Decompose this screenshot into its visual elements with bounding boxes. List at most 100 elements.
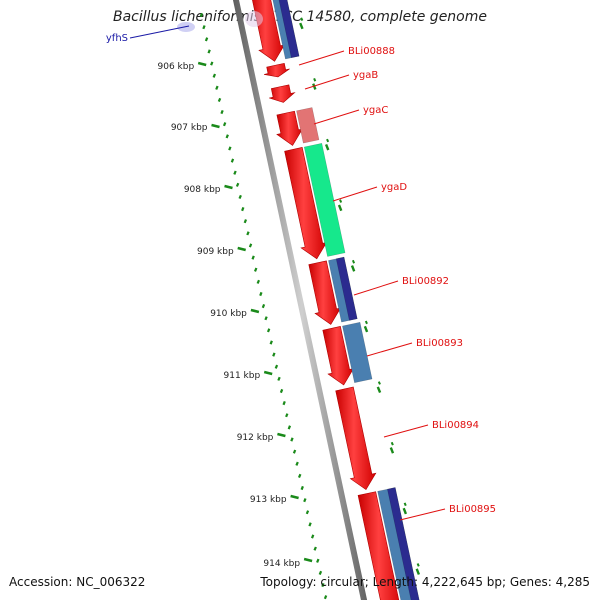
scale-major-tick	[211, 123, 220, 129]
scale-dot	[274, 364, 279, 369]
gene-arrow-bli00892	[308, 260, 342, 325]
scale-dot	[243, 219, 248, 224]
scale-dot	[202, 25, 206, 30]
accession-text: Accession: NC_006322	[9, 575, 146, 589]
gene-label: BLi00892	[402, 276, 449, 287]
outer-tick	[350, 265, 356, 272]
scale-dot	[261, 304, 266, 309]
outer-tick-minor	[300, 17, 304, 22]
scale-dot	[241, 207, 245, 212]
outer-tick-minor	[351, 259, 356, 264]
scale-dot	[323, 595, 328, 600]
scale-dot	[253, 267, 258, 272]
gene-label: ygaD	[381, 182, 407, 193]
outer-tick-minor	[326, 138, 330, 143]
cog-bar-bli00892-b	[335, 256, 358, 321]
labels: 906 kbp 907 kbp 908 kbp 909 kbp 910 kbp 911 k…	[106, 33, 496, 569]
outer-tick	[324, 143, 330, 151]
cog-bar-ygac	[296, 107, 320, 144]
scale-dot	[272, 352, 276, 357]
scale-dot	[228, 146, 232, 151]
outer-tick	[402, 507, 408, 515]
callout-line	[332, 186, 378, 202]
outer-tick	[376, 386, 382, 394]
outer-tick	[299, 22, 304, 30]
scale-dot	[256, 279, 261, 284]
scale-dot	[266, 328, 271, 333]
scale-dot	[316, 558, 320, 563]
outer-tick	[389, 447, 395, 454]
scale-dot	[305, 510, 310, 515]
scale-label: 913 kbp	[250, 495, 287, 505]
scale-dot	[222, 122, 227, 127]
callout-line	[313, 109, 360, 125]
scale-label: 914 kbp	[263, 559, 300, 569]
outer-tick-minor	[313, 78, 317, 82]
outer-tick-minor	[364, 320, 368, 325]
callout-lines	[129, 11, 446, 521]
callout-line	[399, 508, 446, 521]
scale-dot	[204, 37, 209, 42]
cog-bar-ygad	[303, 143, 346, 257]
scale-dot	[297, 473, 302, 479]
topology-text: Topology: circular; Length: 4,222,645 bp…	[260, 575, 590, 589]
callout-line	[366, 342, 413, 357]
scale-dot	[233, 170, 237, 175]
scale-major-tick	[237, 246, 247, 252]
scale-dot	[285, 413, 289, 418]
callout-line	[304, 74, 350, 90]
scale-dot	[313, 546, 317, 551]
scale-dot	[199, 12, 204, 18]
top-feature-marker	[245, 11, 263, 27]
gene-arrow-yga-small-1	[264, 62, 290, 78]
gene-arrow-ygad	[284, 147, 328, 260]
outer-tick-minor	[416, 563, 420, 567]
outer-tick	[363, 325, 369, 333]
scale-dot	[238, 194, 242, 200]
scale-dot	[264, 316, 268, 321]
scale-dot	[310, 534, 315, 539]
outer-tick-minor	[339, 199, 343, 203]
scale-dot	[277, 376, 281, 381]
outer-tick-minor	[377, 381, 381, 385]
scale-dot	[282, 401, 286, 406]
scale-dot	[292, 449, 297, 454]
scale-dot	[220, 109, 224, 115]
scale-dot	[212, 73, 217, 78]
scale-dot	[303, 498, 307, 503]
scale-dot	[269, 340, 273, 345]
scale-label: 908 kbp	[184, 185, 221, 195]
scale-label: 909 kbp	[197, 247, 234, 257]
scale-label: 907 kbp	[171, 123, 208, 133]
scale-dot	[210, 61, 214, 66]
scale-major-tick	[224, 184, 233, 190]
scale-dot	[251, 255, 255, 260]
map-title: Bacillus licheniformis ATCC 14580, compl…	[113, 9, 487, 25]
gene-arrow-bli00895	[357, 491, 400, 600]
scale-major-tick	[250, 308, 260, 314]
cog-bar-bli00888-b	[278, 0, 300, 58]
scale-dot	[308, 522, 312, 527]
scale-dot	[295, 461, 299, 466]
scale-major-tick	[277, 432, 286, 438]
outer-tick	[415, 568, 421, 575]
gene-arrow-ygab	[269, 84, 296, 103]
scale-dot	[217, 97, 222, 103]
scale-dot	[279, 388, 284, 394]
scale-dot	[290, 437, 294, 442]
scale-label: 910 kbp	[210, 309, 247, 319]
outer-tick-minor	[390, 441, 394, 446]
callout-line	[383, 424, 429, 438]
backbone-line	[232, 0, 368, 600]
scale-dot	[215, 85, 219, 90]
gene-label: BLi00888	[348, 46, 395, 57]
scale-dot	[321, 582, 325, 588]
callout-line	[129, 25, 190, 39]
gene-arrow-bli00894	[335, 386, 377, 491]
scale-major-tick	[197, 61, 207, 67]
scale-dot	[318, 570, 323, 576]
gene-label: BLi00894	[432, 420, 479, 431]
gene-label: yfhS	[106, 33, 128, 44]
feature-track	[252, 0, 420, 600]
gene-arrow-bli00893	[322, 326, 355, 386]
